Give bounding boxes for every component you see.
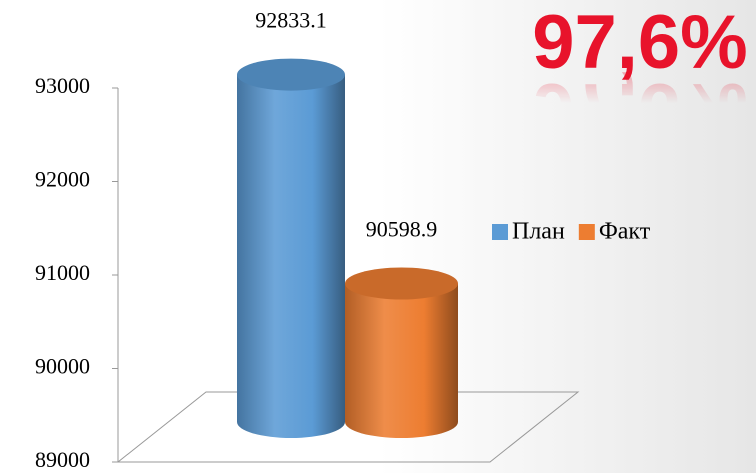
floor <box>116 391 580 463</box>
y-tick-label: 91000 <box>35 260 90 285</box>
data-label: 90598.9 <box>366 217 438 242</box>
bar <box>345 283 458 438</box>
annotation: 97,6% <box>532 0 748 85</box>
legend-swatch <box>578 224 595 240</box>
data-label: 92833.1 <box>255 8 327 33</box>
legend-swatch <box>492 224 508 240</box>
legend-label: Факт <box>599 219 651 245</box>
bar-top <box>345 267 458 300</box>
y-tick-label: 89000 <box>35 447 90 472</box>
bar-top <box>237 58 345 91</box>
legend-label: План <box>512 219 565 245</box>
y-tick-label: 90000 <box>35 354 90 379</box>
bar <box>237 74 345 438</box>
y-tick-label: 93000 <box>35 73 90 98</box>
annotation-reflection: 97,6% <box>532 67 748 152</box>
y-tick-label: 92000 <box>35 167 90 192</box>
